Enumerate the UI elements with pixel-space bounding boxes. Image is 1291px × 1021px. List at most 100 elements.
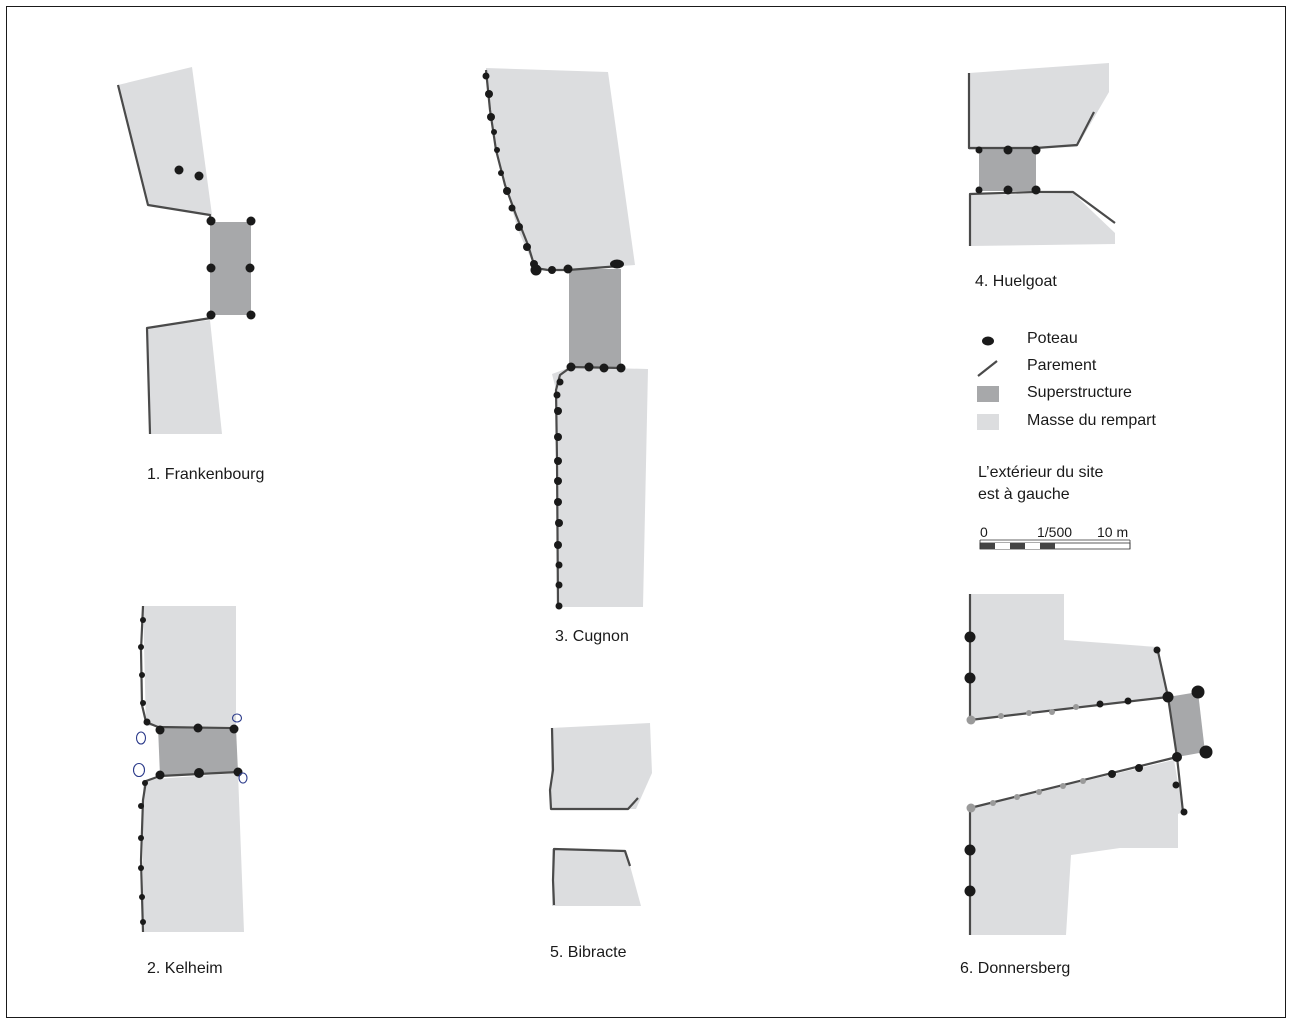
plan-cugnon: [482, 68, 648, 610]
post-grey: [1014, 794, 1020, 800]
legend-label: Parement: [1027, 357, 1097, 374]
legend-item-post: Poteau: [975, 330, 1235, 352]
post: [555, 581, 563, 589]
post: [140, 700, 146, 706]
post: [553, 391, 561, 399]
legend-label: Poteau: [1027, 330, 1078, 347]
post-grey: [990, 800, 996, 806]
post: [498, 170, 504, 176]
post-outline: [132, 762, 146, 778]
scale-label-zero: 0: [980, 524, 988, 540]
post: [555, 519, 563, 527]
post: [245, 263, 255, 273]
post: [584, 362, 594, 372]
post: [964, 885, 976, 897]
post: [229, 724, 239, 734]
post: [155, 770, 165, 780]
post: [515, 223, 523, 231]
post: [554, 407, 562, 415]
post-grey: [1080, 778, 1086, 784]
post: [485, 90, 493, 98]
post: [140, 617, 146, 623]
post: [556, 378, 564, 386]
post-grey: [1049, 709, 1055, 715]
post: [138, 835, 144, 841]
post: [194, 171, 204, 181]
post: [482, 72, 490, 80]
post: [1124, 697, 1132, 705]
post: [523, 243, 531, 251]
post: [138, 865, 144, 871]
post: [530, 264, 542, 276]
post: [246, 216, 256, 226]
post: [494, 147, 500, 153]
post-grey: [1060, 783, 1066, 789]
post: [194, 768, 204, 778]
legend-label: Masse du rempart: [1027, 412, 1156, 429]
post: [964, 672, 976, 684]
legend-item-facing: Parement: [975, 357, 1235, 379]
rampart-mass: [970, 193, 1115, 246]
rampart-mass: [970, 760, 1183, 935]
posts: [964, 631, 1213, 897]
facing-line: [551, 847, 632, 906]
facing-line: [145, 316, 212, 435]
superstructure: [158, 727, 238, 776]
scale-segment: [1010, 543, 1025, 549]
site-label-bibracte: 5. Bibracte: [550, 944, 627, 961]
post: [206, 310, 216, 320]
post: [555, 602, 563, 610]
post: [964, 631, 976, 643]
post: [554, 541, 562, 549]
post: [554, 433, 562, 441]
facing-line: [1166, 696, 1179, 758]
post: [138, 803, 144, 809]
scale-label-length: 10 m: [1097, 524, 1129, 540]
plan-bibracte: [548, 723, 652, 906]
legend-item-rampart: Masse du rempart: [975, 412, 1235, 434]
rampart-mass: [552, 367, 648, 607]
facing-line: [139, 770, 239, 933]
post-grey: [1036, 789, 1042, 795]
post-outline: [135, 731, 147, 745]
scale-segment: [995, 543, 1010, 549]
scale-bar: [979, 539, 1131, 550]
rampart-mass: [486, 68, 635, 270]
superstructure: [569, 269, 621, 367]
post-grey: [998, 713, 1004, 719]
post-outline: [231, 713, 243, 723]
post: [1031, 145, 1041, 155]
post: [1135, 764, 1143, 772]
superstructure: [210, 222, 251, 315]
post: [193, 723, 203, 733]
post: [140, 919, 146, 925]
post: [143, 718, 151, 726]
post: [554, 498, 562, 506]
post: [1003, 145, 1013, 155]
superstructure-swatch: [977, 386, 999, 402]
legend-item-superstructure: Superstructure: [975, 384, 1235, 406]
plan-donnersberg: [964, 594, 1213, 935]
posts: [482, 72, 626, 610]
post-icon: [982, 336, 994, 346]
plan-huelgoat: [967, 63, 1116, 246]
post: [155, 725, 165, 735]
post: [508, 204, 516, 212]
rampart-mass: [552, 849, 641, 906]
rampart-mass: [970, 594, 1168, 720]
post: [1172, 752, 1182, 762]
facing-line: [139, 605, 237, 730]
legend-symbols: [977, 336, 999, 430]
post: [206, 216, 216, 226]
orientation-note-line2: est à gauche: [978, 486, 1070, 503]
site-label-frankenbourg: 1. Frankenbourg: [147, 466, 265, 483]
scale-segment: [1025, 543, 1040, 549]
post: [233, 767, 243, 777]
post: [1162, 691, 1174, 703]
post: [554, 477, 562, 485]
post: [563, 264, 573, 274]
post-grey: [1026, 710, 1032, 716]
rampart-mass: [551, 723, 652, 809]
post: [1003, 185, 1013, 195]
